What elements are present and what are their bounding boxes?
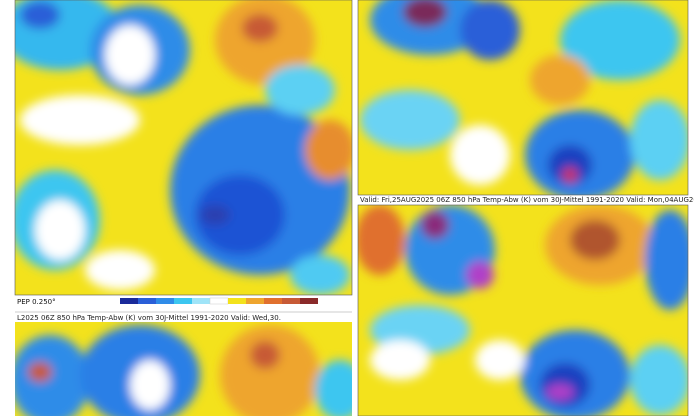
map-panel xyxy=(15,322,352,416)
map-panel xyxy=(15,0,352,295)
map-panel xyxy=(358,205,688,416)
panel-caption: L2025 06Z 850 hPa Temp-Abw (K) vom 30J-M… xyxy=(17,314,281,322)
colorbar-label: PEP 0.250° xyxy=(17,298,56,306)
panel-caption: Valid: Fri,25AUG2025 06Z 850 hPa Temp-Ab… xyxy=(360,196,694,204)
colorbar xyxy=(120,297,318,305)
map-panel xyxy=(358,0,688,195)
